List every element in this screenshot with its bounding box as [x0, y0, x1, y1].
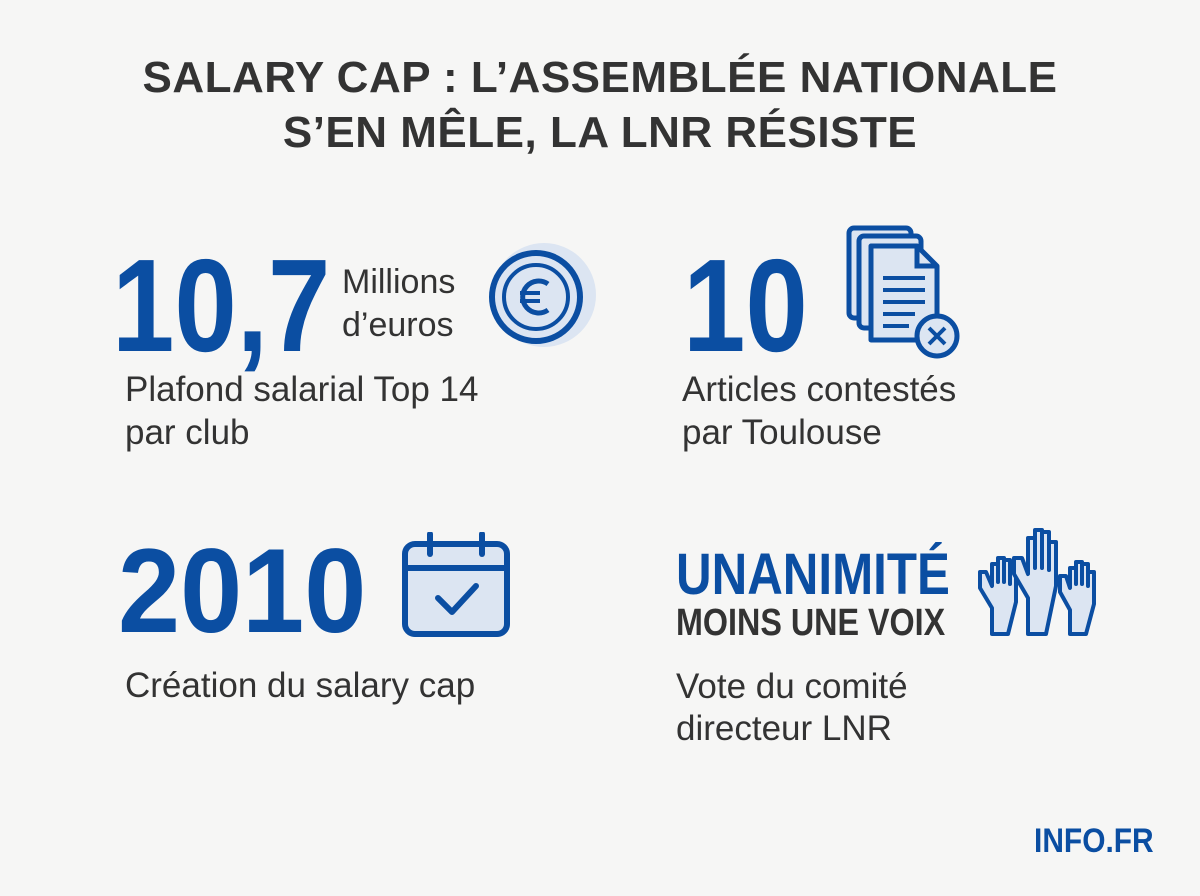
hands-icon: [978, 528, 1096, 636]
title-line: SALARY CAP : L’ASSEMBLÉE NATIONALE: [142, 53, 1058, 102]
stat-caption: Plafond salarial Top 14: [125, 370, 479, 409]
stat-caption: par club: [125, 413, 250, 452]
stat-caption: Articles contestés: [682, 370, 957, 409]
stat-unit: d’euros: [342, 306, 454, 344]
stat-figure: 10: [683, 232, 808, 379]
stat-caption: directeur LNR: [676, 709, 892, 748]
euro-icon: [489, 243, 596, 347]
stat-figure: 2010: [118, 524, 367, 658]
documents-icon: [846, 225, 960, 359]
stat-unit: Millions: [342, 263, 456, 301]
stat-figure: UNANIMITÉ: [676, 542, 950, 607]
stat-caption: par Toulouse: [682, 413, 882, 452]
stat-caption: Vote du comité: [676, 667, 908, 706]
title-line: S’EN MÊLE, LA LNR RÉSISTE: [282, 108, 918, 157]
calendar-icon: [402, 532, 510, 637]
stat-caption: Création du salary cap: [125, 666, 476, 705]
stat-figure: 10,7: [112, 232, 331, 379]
brand: INFO.FR: [1034, 822, 1154, 860]
stat-figure: MOINS UNE VOIX: [676, 602, 946, 644]
